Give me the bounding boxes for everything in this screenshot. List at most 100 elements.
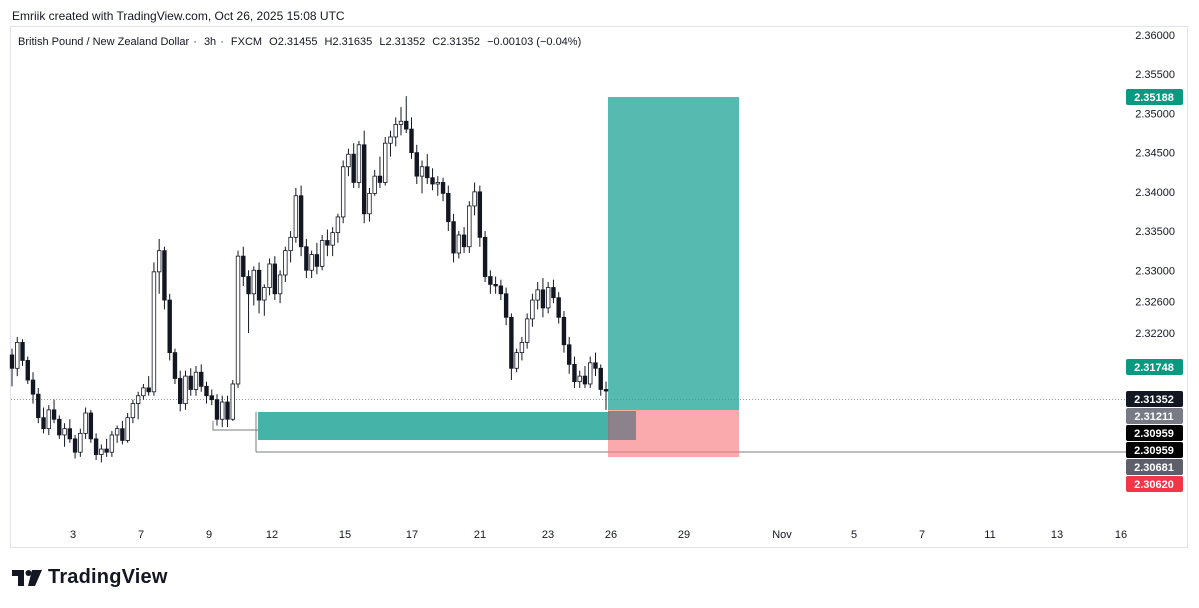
candle-body[interactable] <box>309 254 314 271</box>
candle-body[interactable] <box>472 191 477 207</box>
candle-body[interactable] <box>83 412 88 434</box>
candle-body[interactable] <box>146 387 151 393</box>
candle-body[interactable] <box>577 375 582 383</box>
candle-body[interactable] <box>545 287 551 309</box>
legend-symbol[interactable]: British Pound / New Zealand Dollar <box>18 36 190 48</box>
candle-body[interactable] <box>178 378 183 404</box>
candle-body[interactable] <box>167 299 172 354</box>
candle-body[interactable] <box>99 448 104 455</box>
candle-body[interactable] <box>272 263 278 295</box>
candle-body[interactable] <box>482 236 488 277</box>
position-target-zone[interactable] <box>608 97 739 410</box>
candle-body[interactable] <box>225 401 230 420</box>
candle-body[interactable] <box>246 276 251 295</box>
candle-body[interactable] <box>598 367 603 390</box>
candle-body[interactable] <box>425 166 430 179</box>
candle-body[interactable] <box>241 255 246 277</box>
support-line[interactable] <box>212 420 258 431</box>
candle-body[interactable] <box>204 385 209 397</box>
candle-body[interactable] <box>435 182 440 185</box>
candle-body[interactable] <box>151 271 157 393</box>
candle-body[interactable] <box>340 166 346 218</box>
candle-body[interactable] <box>593 362 598 369</box>
candle-body[interactable] <box>72 438 78 453</box>
candle-body[interactable] <box>567 344 572 365</box>
candle-body[interactable] <box>46 409 51 430</box>
candle-body[interactable] <box>477 191 483 238</box>
candle-body[interactable] <box>551 287 556 299</box>
candle-body[interactable] <box>524 318 530 343</box>
candle-body[interactable] <box>304 246 309 271</box>
candle-body[interactable] <box>183 375 188 404</box>
position-entry-marker[interactable] <box>608 411 636 440</box>
candle-body[interactable] <box>356 144 362 183</box>
demand-zone[interactable] <box>258 412 610 440</box>
candle-body[interactable] <box>220 401 225 420</box>
candle-body[interactable] <box>20 342 25 361</box>
candle-body[interactable] <box>78 432 83 453</box>
candle-body[interactable] <box>256 269 262 301</box>
candle-body[interactable] <box>30 379 36 395</box>
candle-body[interactable] <box>561 316 567 346</box>
candle-body[interactable] <box>67 428 73 440</box>
candle-body[interactable] <box>367 193 372 215</box>
candle-body[interactable] <box>120 428 125 441</box>
candle-body[interactable] <box>156 250 162 273</box>
candle-body[interactable] <box>603 389 609 392</box>
candle-body[interactable] <box>582 375 588 385</box>
candle-body[interactable] <box>188 375 193 390</box>
candle-body[interactable] <box>519 342 525 354</box>
candle-body[interactable] <box>325 240 330 246</box>
tradingview-logo[interactable]: TradingView <box>12 566 168 589</box>
candle-body[interactable] <box>162 250 167 301</box>
candle-body[interactable] <box>430 177 435 185</box>
candle-body[interactable] <box>514 352 519 369</box>
candle-body[interactable] <box>446 193 451 223</box>
candle-body[interactable] <box>293 195 299 238</box>
candle-body[interactable] <box>388 136 393 144</box>
candle-body[interactable] <box>493 283 498 287</box>
candle-body[interactable] <box>398 120 404 125</box>
legend-interval[interactable]: 3h <box>203 36 217 48</box>
candle-body[interactable] <box>588 362 593 385</box>
candle-body[interactable] <box>9 354 15 369</box>
candle-body[interactable] <box>141 387 146 397</box>
candle-body[interactable] <box>288 236 293 252</box>
candle-body[interactable] <box>262 287 267 301</box>
candle-body[interactable] <box>130 403 136 419</box>
candle-body[interactable] <box>351 153 356 183</box>
candle-body[interactable] <box>451 221 456 254</box>
candle-body[interactable] <box>530 299 535 320</box>
candle-body[interactable] <box>503 293 509 318</box>
candle-body[interactable] <box>104 448 109 453</box>
candle-body[interactable] <box>209 395 214 401</box>
candle-body[interactable] <box>235 255 241 385</box>
candle-body[interactable] <box>214 399 220 420</box>
candle-body[interactable] <box>51 409 57 420</box>
candle-body[interactable] <box>57 418 62 436</box>
candle-body[interactable] <box>393 124 398 138</box>
candle-body[interactable] <box>36 393 41 419</box>
candle-body[interactable] <box>330 232 335 246</box>
candle-body[interactable] <box>267 263 272 288</box>
candle-body[interactable] <box>509 316 514 369</box>
candle-body[interactable] <box>109 434 115 453</box>
candle-body[interactable] <box>461 234 467 248</box>
candle-body[interactable] <box>125 417 130 441</box>
candle-body[interactable] <box>377 175 383 183</box>
candle-body[interactable] <box>572 363 577 383</box>
candle-body[interactable] <box>361 144 367 215</box>
candle-body[interactable] <box>372 175 377 194</box>
candle-body[interactable] <box>277 274 283 295</box>
candle-body[interactable] <box>556 297 561 318</box>
candle-body[interactable] <box>319 240 325 267</box>
candle-body[interactable] <box>540 289 546 309</box>
candle-body[interactable] <box>419 166 425 177</box>
candle-body[interactable] <box>414 152 419 177</box>
candle-body[interactable] <box>335 216 341 234</box>
candle-body[interactable] <box>383 142 388 183</box>
candle-body[interactable] <box>172 352 178 379</box>
candle-body[interactable] <box>88 412 94 440</box>
candle-body[interactable] <box>15 342 20 369</box>
